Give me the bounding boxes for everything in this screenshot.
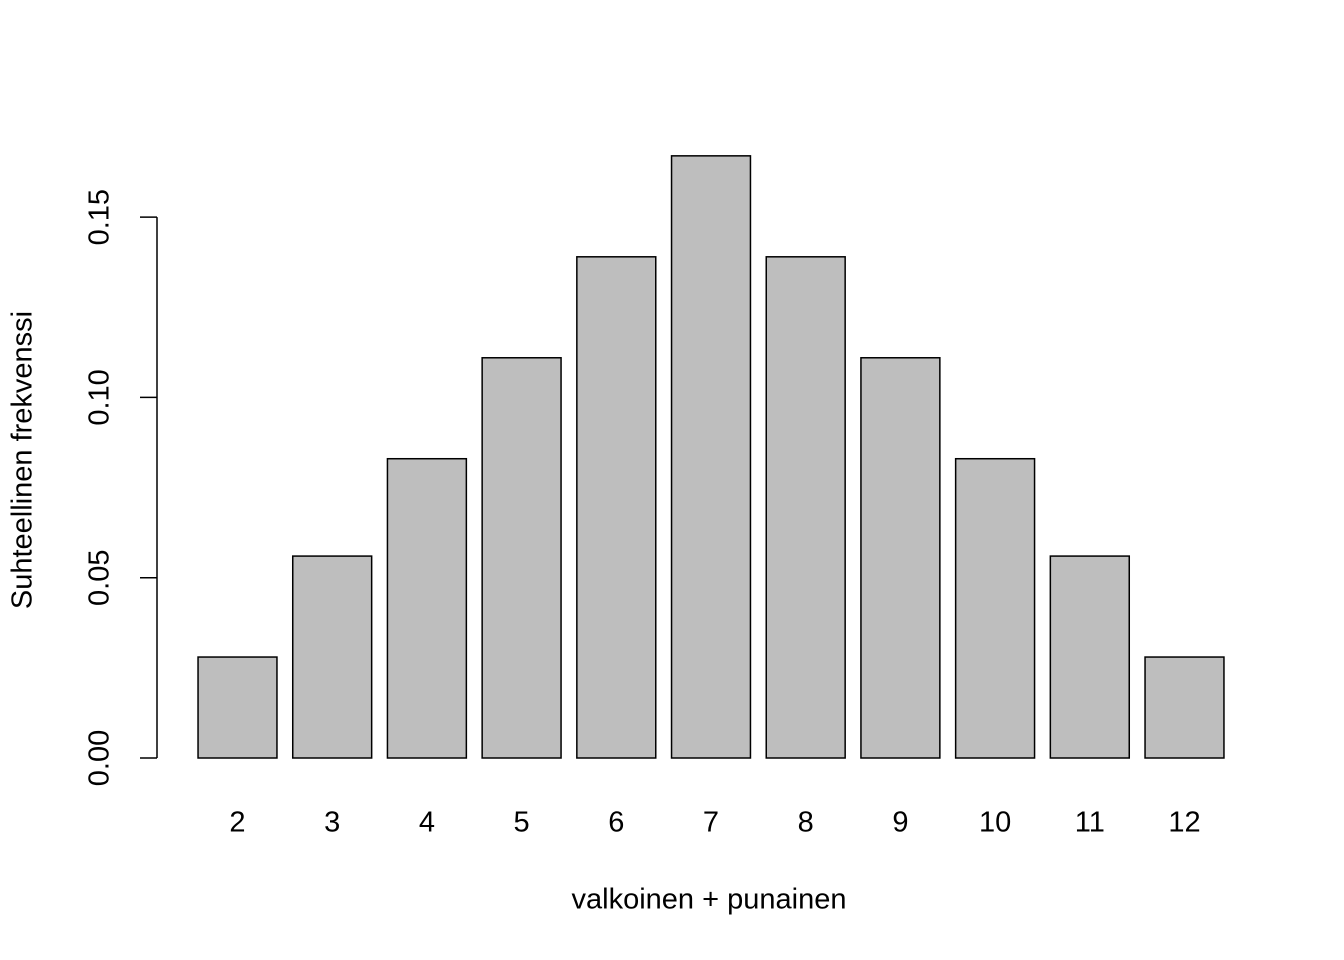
x-tick-label: 7 bbox=[703, 807, 719, 839]
x-tick-label: 9 bbox=[892, 807, 908, 839]
x-tick-label: 2 bbox=[229, 807, 245, 839]
y-axis-label: Suhteellinen frekvenssi bbox=[7, 311, 39, 609]
y-tick-label: 0.15 bbox=[84, 189, 116, 245]
bar bbox=[386, 457, 468, 759]
x-tick-label: 3 bbox=[324, 807, 340, 839]
x-axis-label: valkoinen + punainen bbox=[572, 884, 847, 916]
bar bbox=[1144, 656, 1225, 759]
x-tick-label: 12 bbox=[1168, 807, 1200, 839]
x-tick-label: 11 bbox=[1075, 807, 1105, 839]
y-tick-label: 0.00 bbox=[84, 730, 116, 786]
bar bbox=[1049, 555, 1131, 759]
y-tick-label: 0.10 bbox=[84, 369, 116, 425]
bar bbox=[481, 357, 562, 759]
bar bbox=[954, 457, 1036, 759]
x-tick-label: 4 bbox=[419, 807, 435, 839]
y-tick-label: 0.05 bbox=[84, 549, 116, 605]
bar bbox=[197, 656, 278, 759]
bar bbox=[576, 256, 657, 759]
x-tick-label: 10 bbox=[979, 807, 1011, 839]
bar bbox=[670, 155, 752, 759]
x-tick-label: 5 bbox=[514, 807, 530, 839]
x-tick-label: 8 bbox=[798, 807, 814, 839]
x-tick-label: 6 bbox=[608, 807, 624, 839]
bar bbox=[291, 555, 373, 759]
bar bbox=[860, 357, 941, 759]
bar bbox=[765, 256, 846, 759]
